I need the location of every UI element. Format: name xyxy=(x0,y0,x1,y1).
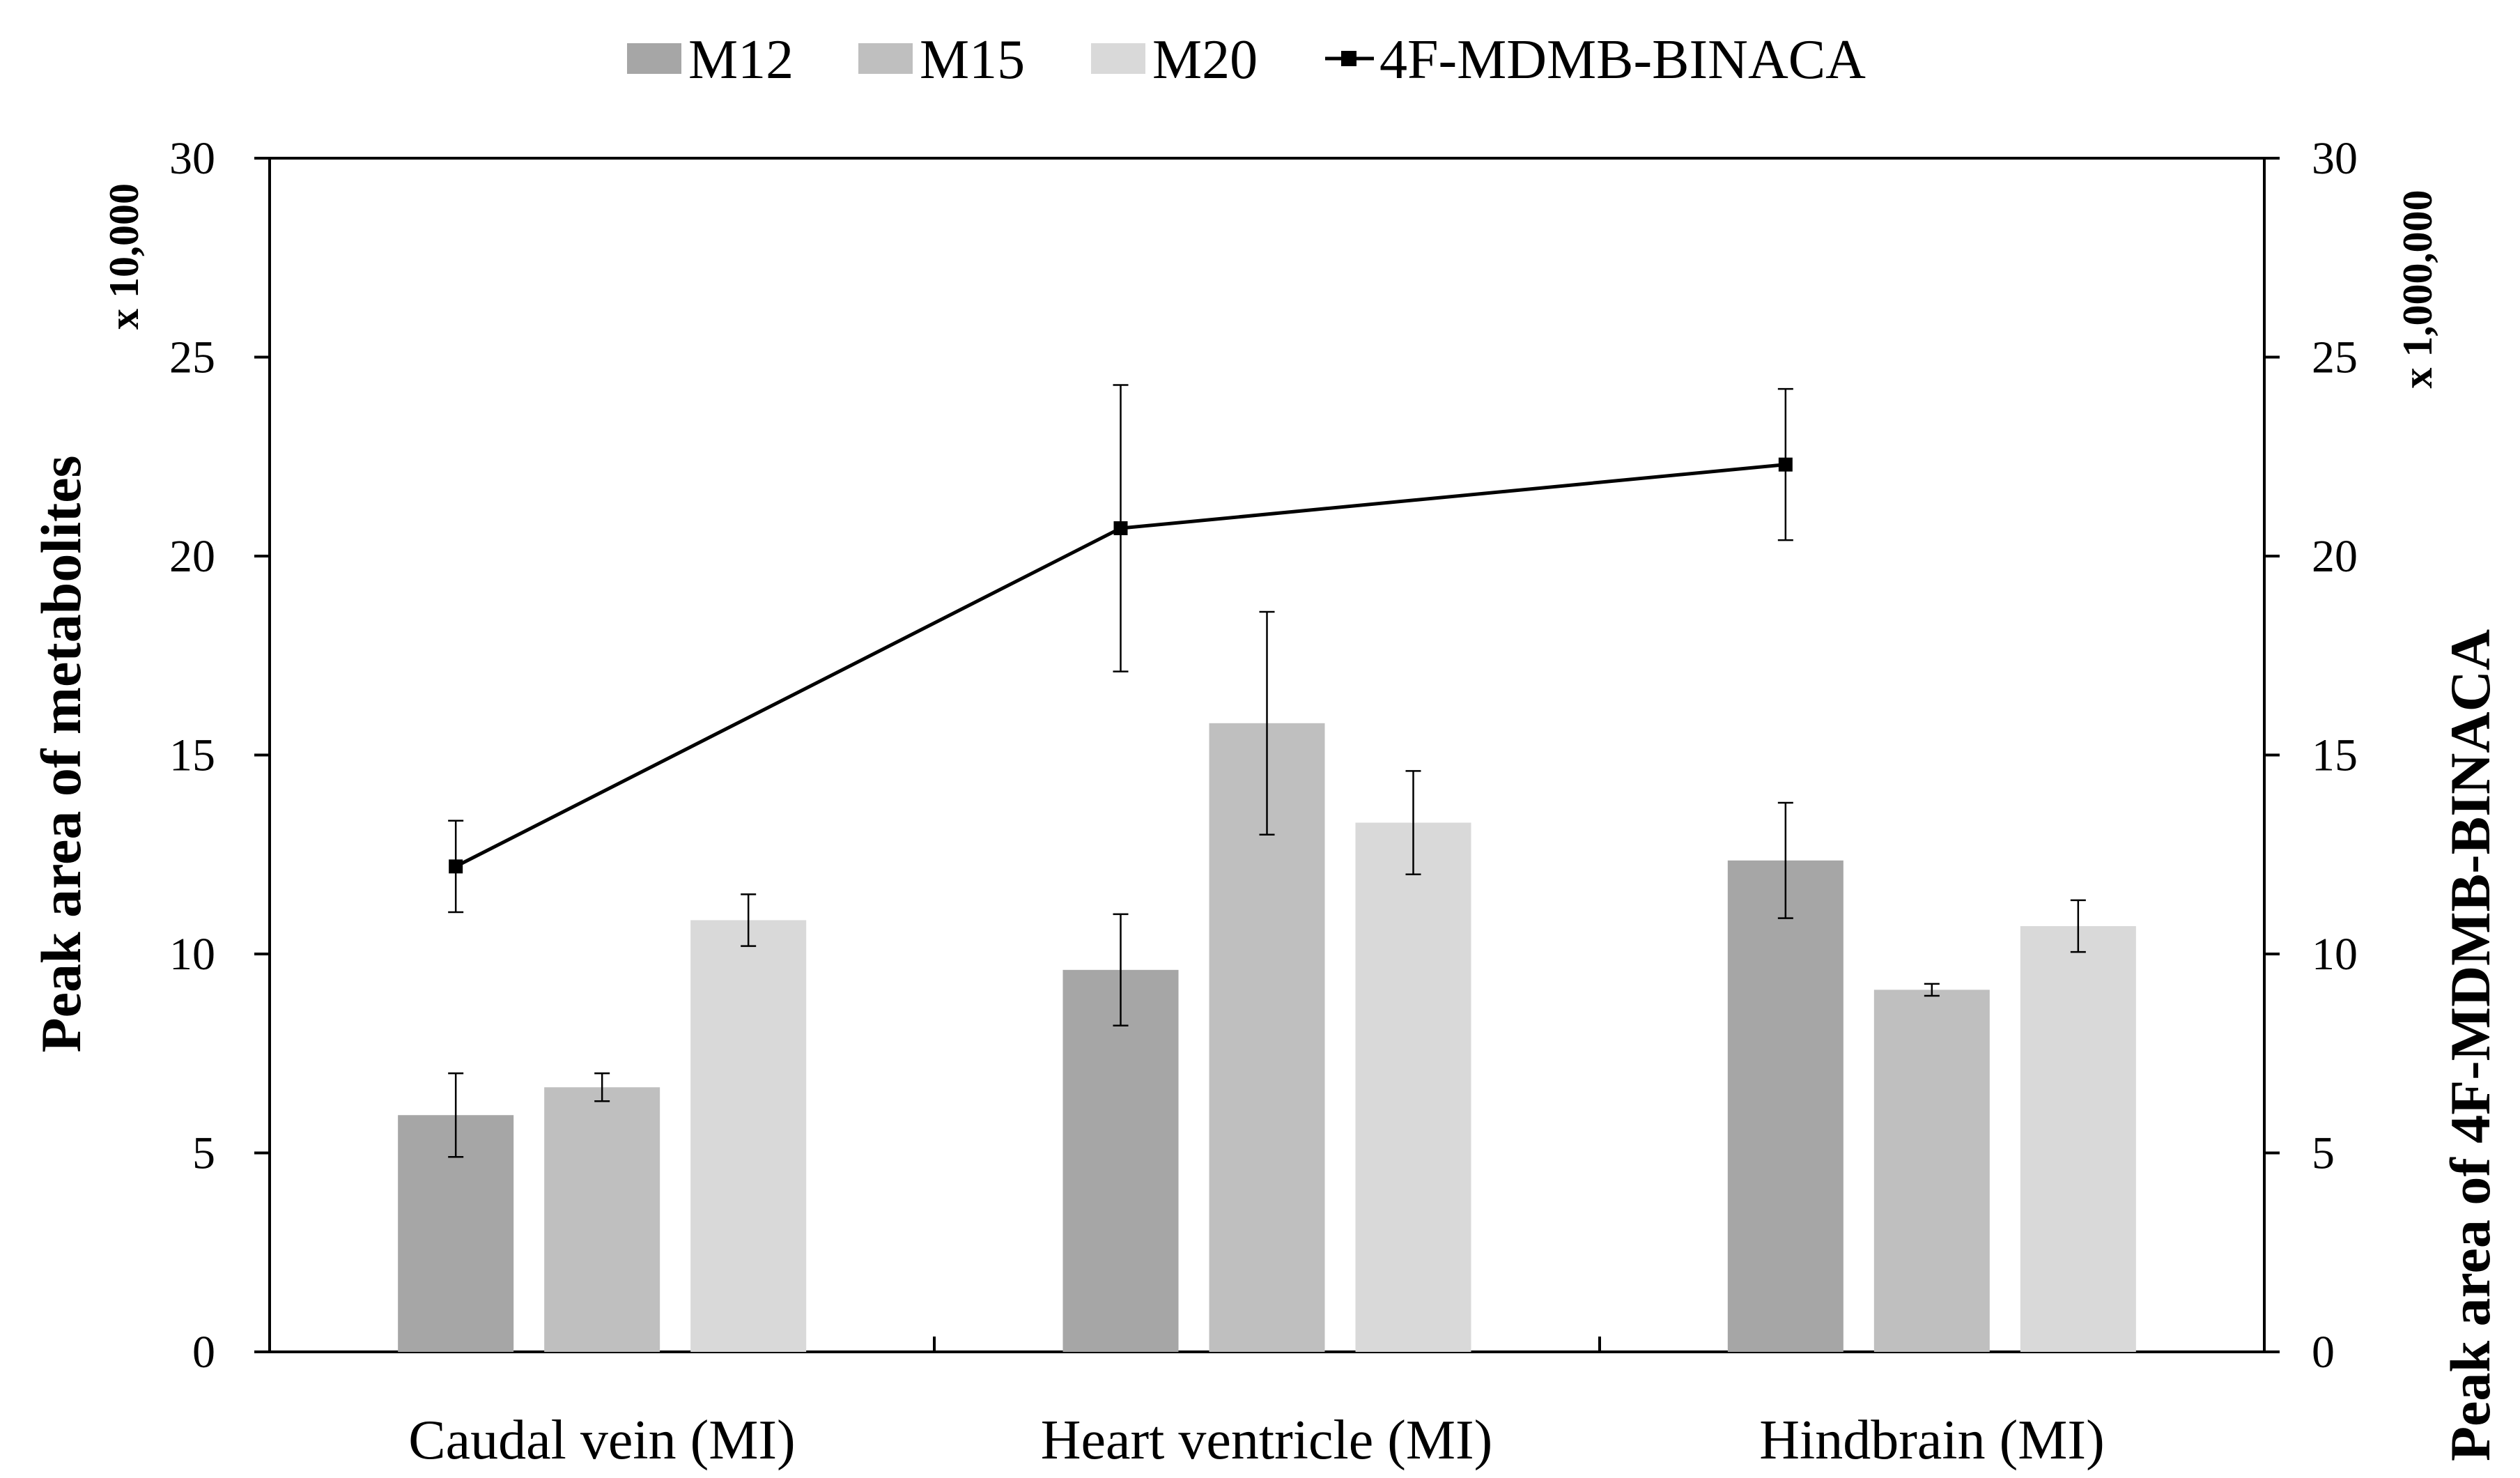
legend-label-m12: M12 xyxy=(688,29,794,91)
bars-layer xyxy=(398,610,2136,1352)
bar-m12-2 xyxy=(1727,860,1843,1352)
legend: M12 M15 M20 4F-MDMB-BINACA xyxy=(627,29,1866,91)
right-axis-tick-label: 20 xyxy=(2312,531,2358,582)
bar-m15-2 xyxy=(1873,990,1990,1352)
left-axis-tick-label: 0 xyxy=(192,1327,215,1378)
right-axis-tick-label: 10 xyxy=(2312,929,2358,980)
bar-m15-0 xyxy=(544,1087,660,1352)
point-4f-mdmb-binaca-1 xyxy=(1113,521,1128,536)
left-axis-tick-label: 25 xyxy=(169,332,215,383)
bar-m20-0 xyxy=(690,920,807,1352)
right-axis-title: Peak area of 4F-MDMB-BINACA xyxy=(2438,629,2502,1461)
left-axis-tick-label: 15 xyxy=(169,730,215,781)
left-axis-tick-label: 5 xyxy=(192,1128,215,1179)
right-axis-tick-label: 0 xyxy=(2312,1327,2335,1378)
legend-swatch-m20 xyxy=(1091,43,1145,74)
bar-m12-1 xyxy=(1062,969,1179,1352)
right-axis-tick-label: 30 xyxy=(2312,133,2358,184)
legend-swatch-m12 xyxy=(627,43,681,74)
bar-m20-1 xyxy=(1355,822,1471,1352)
legend-label-4f: 4F-MDMB-BINACA xyxy=(1379,29,1866,91)
right-axis-tick-label: 25 xyxy=(2312,332,2358,383)
legend-label-m15: M15 xyxy=(920,29,1025,91)
point-4f-mdmb-binaca-0 xyxy=(449,859,463,874)
category-label-heart-ventricle: Heart ventricle (MI) xyxy=(1041,1410,1493,1471)
legend-marker-4f xyxy=(1341,51,1356,66)
bar-m20-2 xyxy=(2020,926,2136,1352)
right-axis-tick-label: 5 xyxy=(2312,1128,2335,1179)
legend-swatch-m15 xyxy=(858,43,913,74)
category-label-caudal-vein: Caudal vein (MI) xyxy=(408,1410,795,1471)
legend-label-m20: M20 xyxy=(1152,29,1258,91)
left-axis-tick-label: 10 xyxy=(169,929,215,980)
point-4f-mdmb-binaca-2 xyxy=(1778,457,1793,472)
left-axis-multiplier: x 10,000 xyxy=(101,183,147,330)
right-axis-tick-label: 15 xyxy=(2312,730,2358,781)
line-series-layer xyxy=(448,384,1793,914)
axis-ticks-layer: 0 5 10 15 20 25 30 0 5 10 15 20 25 30 xyxy=(169,133,2358,1378)
category-label-hindbrain: Hindbrain (MI) xyxy=(1759,1410,2104,1471)
left-axis-tick-label: 20 xyxy=(169,531,215,582)
left-axis-title: Peak area of metabolites xyxy=(29,456,93,1053)
right-axis-multiplier: x 1,000,000 xyxy=(2395,190,2441,389)
left-axis-tick-label: 30 xyxy=(169,133,215,184)
